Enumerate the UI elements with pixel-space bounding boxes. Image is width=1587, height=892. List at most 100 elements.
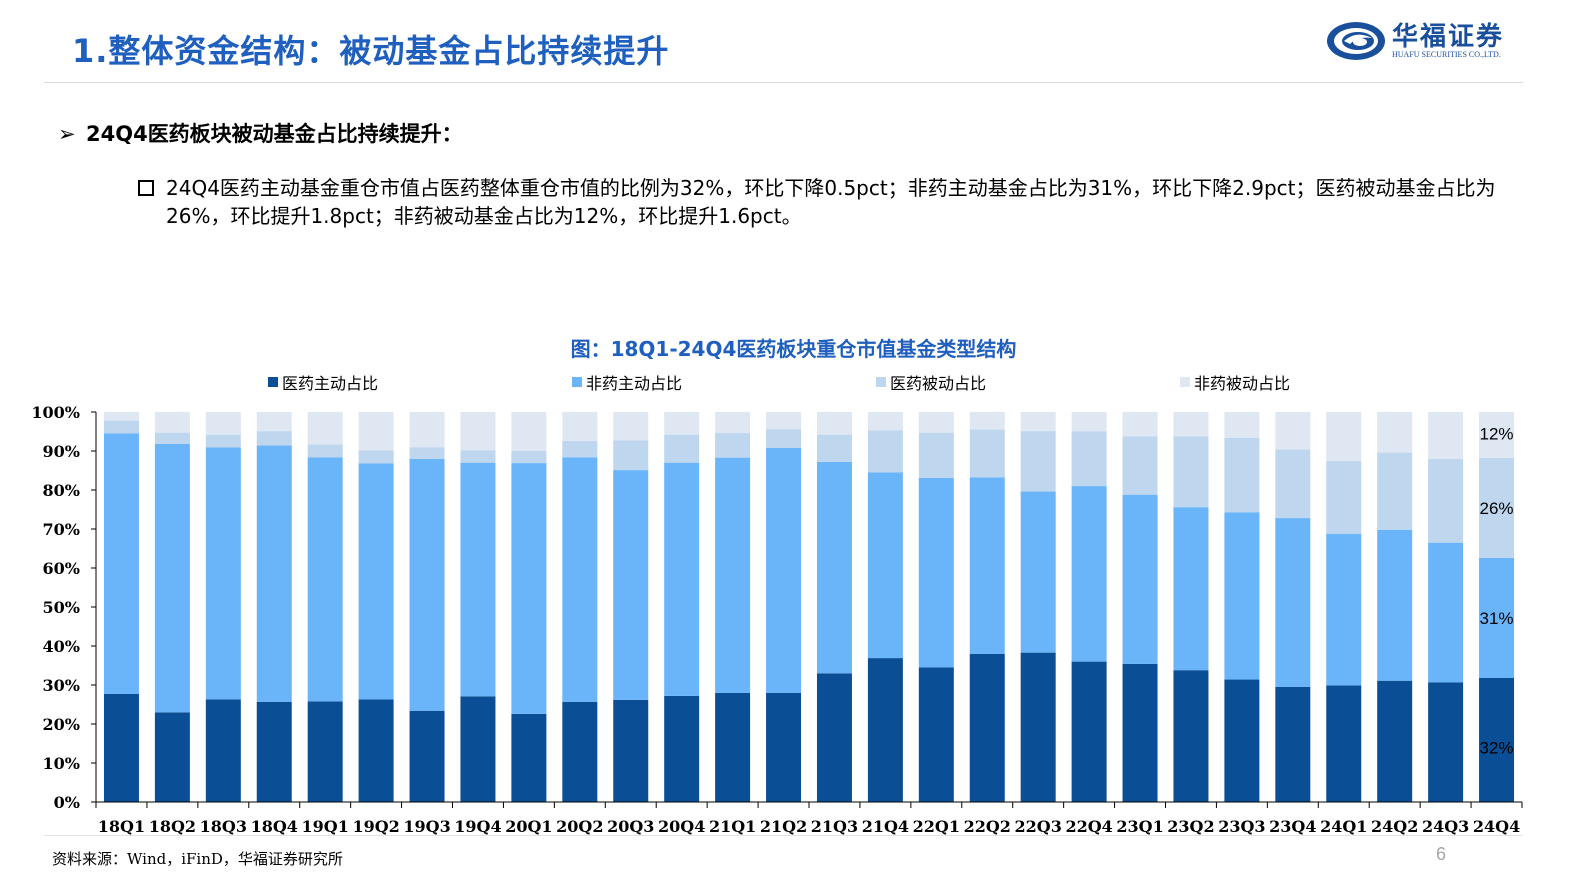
bar-segment <box>562 440 598 458</box>
bar-segment <box>1071 486 1107 662</box>
bar-segment <box>511 463 547 714</box>
bar-segment <box>766 447 802 693</box>
bar-segment <box>1428 412 1464 459</box>
bar-segment <box>1479 458 1515 558</box>
bar-segment <box>154 712 190 802</box>
source-note: 资料来源：Wind，iFinD，华福证券研究所 <box>52 850 343 868</box>
y-tick-label: 10% <box>43 754 80 773</box>
x-tick-label: 21Q2 <box>760 817 807 836</box>
bar-segment <box>103 693 139 802</box>
bar-segment <box>1122 436 1158 495</box>
bar-segment <box>1020 491 1056 653</box>
logo-english-name: HUAFU SECURITIES CO.,LTD. <box>1392 50 1501 59</box>
x-tick-label: 19Q2 <box>352 817 399 836</box>
bar-segment <box>307 457 343 702</box>
legend-label: 医药被动占比 <box>890 374 986 393</box>
x-tick-label: 21Q4 <box>862 817 909 836</box>
arrow-bullet-icon: ➢ <box>58 122 76 146</box>
data-label: 32% <box>1480 738 1514 757</box>
footer-divider <box>44 835 1523 836</box>
bar-segment <box>1071 431 1107 487</box>
x-tick-label: 21Q3 <box>811 817 858 836</box>
bar-segment <box>664 434 700 463</box>
bar-segment <box>816 434 852 462</box>
legend-swatch <box>572 377 582 387</box>
bar-segment <box>613 699 649 802</box>
bar-segment <box>1122 412 1158 437</box>
bar-segment <box>1173 507 1209 671</box>
x-tick-label: 23Q2 <box>1167 817 1214 836</box>
section-heading-text: 24Q4医药板块被动基金占比持续提升： <box>86 122 463 146</box>
bar-segment <box>358 450 394 464</box>
bar-segment <box>613 412 649 441</box>
bar-segment <box>409 447 445 459</box>
x-tick-label: 20Q2 <box>556 817 603 836</box>
bar-segment <box>1224 512 1260 680</box>
bar-segment <box>1275 449 1311 519</box>
x-tick-label: 18Q3 <box>200 817 247 836</box>
bar-segment <box>1326 533 1362 686</box>
bar-segment <box>256 431 292 446</box>
bar-segment <box>1479 412 1515 459</box>
x-tick-label: 23Q3 <box>1218 817 1265 836</box>
bar-segment <box>154 443 190 713</box>
x-tick-label: 20Q1 <box>505 817 552 836</box>
bar-segment <box>1428 682 1464 802</box>
bar-segment <box>154 412 190 433</box>
bar-segment <box>562 412 598 441</box>
bar-segment <box>1377 529 1413 681</box>
huafu-emblem-icon <box>1327 22 1385 60</box>
legend-label: 非药主动占比 <box>586 374 682 393</box>
y-tick-label: 20% <box>43 715 80 734</box>
bar-segment <box>613 470 649 700</box>
legend-swatch <box>1180 377 1190 387</box>
bar-segment <box>1428 458 1464 543</box>
company-logo: 华福证券 HUAFU SECURITIES CO.,LTD. <box>1326 18 1526 64</box>
x-tick-label: 18Q4 <box>251 817 298 836</box>
bar-segment <box>969 412 1005 430</box>
x-tick-label: 21Q1 <box>709 817 756 836</box>
bar-segment <box>511 713 547 802</box>
bar-segment <box>256 701 292 802</box>
bar-segment <box>664 462 700 696</box>
bar-segment <box>1224 437 1260 513</box>
bar-segment <box>766 429 802 448</box>
x-tick-label: 19Q1 <box>302 817 349 836</box>
page-title: 1.整体资金结构：被动基金占比持续提升 <box>72 32 670 70</box>
bar-segment <box>1275 686 1311 802</box>
bar-segment <box>715 457 751 693</box>
bar-segment <box>1377 412 1413 453</box>
bar-segment <box>1326 412 1362 461</box>
x-tick-label: 19Q4 <box>454 817 501 836</box>
summary-paragraph: 24Q4医药主动基金重仓市值占医药整体重仓市值的比例为32%，环比下降0.5pc… <box>138 174 1518 230</box>
bar-segment <box>1479 677 1515 802</box>
bar-segment <box>511 412 547 451</box>
bar-segment <box>918 412 954 433</box>
bar-segment <box>460 450 496 463</box>
bar-segment <box>409 710 445 802</box>
y-tick-label: 30% <box>43 676 80 695</box>
x-tick-label: 23Q1 <box>1116 817 1163 836</box>
bar-segment <box>562 457 598 702</box>
y-tick-label: 60% <box>43 559 80 578</box>
bar-segment <box>1275 518 1311 687</box>
data-label: 12% <box>1480 424 1514 443</box>
bar-segment <box>1275 412 1311 450</box>
y-tick-label: 40% <box>43 637 80 656</box>
y-tick-label: 100% <box>31 403 80 422</box>
header-divider <box>44 82 1523 83</box>
bar-segment <box>664 695 700 802</box>
bar-segment <box>867 430 903 473</box>
x-tick-label: 22Q4 <box>1065 817 1112 836</box>
y-tick-label: 0% <box>54 793 80 812</box>
bar-segment <box>205 412 241 435</box>
x-tick-label: 22Q3 <box>1015 817 1062 836</box>
bar-segment <box>460 696 496 802</box>
bar-segment <box>613 440 649 471</box>
bar-segment <box>918 477 954 668</box>
bar-segment <box>1224 412 1260 438</box>
bar-segment <box>1122 494 1158 664</box>
legend-label: 医药主动占比 <box>282 374 378 393</box>
bar-segment <box>766 692 802 802</box>
square-bullet-icon <box>138 180 154 196</box>
